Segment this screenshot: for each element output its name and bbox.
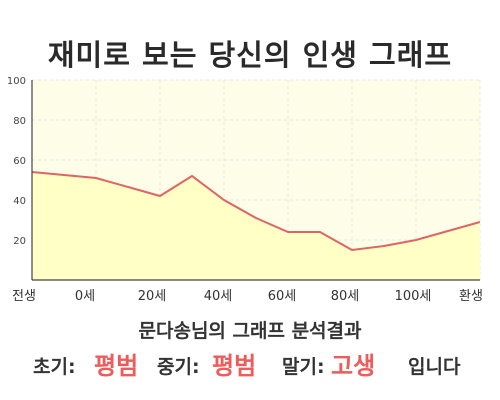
x-tick-label: 40세 bbox=[204, 289, 233, 304]
y-tick-label: 100 bbox=[7, 76, 26, 87]
x-tick-label: 20세 bbox=[138, 289, 167, 304]
series-line bbox=[31, 171, 481, 252]
y-tick-label: 60 bbox=[13, 156, 26, 167]
early-label: 초기: bbox=[33, 356, 76, 378]
late-value: 고생 bbox=[331, 352, 376, 380]
x-tick-label: 80세 bbox=[331, 289, 360, 304]
x-tick-label: 0세 bbox=[75, 289, 95, 304]
y-tick-label: 40 bbox=[13, 196, 26, 207]
middle-label: 중기: bbox=[157, 356, 200, 378]
late-label: 말기: bbox=[282, 356, 325, 378]
middle-value: 평범 bbox=[212, 352, 257, 380]
summary-suffix: 입니다 bbox=[408, 356, 461, 378]
summary-result: 초기: 평범 중기: 평범 말기: 고생 입니다 bbox=[0, 344, 500, 384]
x-tick-label: 100세 bbox=[395, 289, 432, 304]
summary-heading: 문다송님의 그래프 분석결과 bbox=[138, 320, 362, 342]
early-value: 평범 bbox=[94, 352, 139, 380]
page-title: 재미로 보는 당신의 인생 그래프 bbox=[47, 38, 453, 72]
y-tick-label: 80 bbox=[13, 116, 26, 127]
x-tick-label: 전생 bbox=[12, 289, 36, 304]
series-area bbox=[32, 172, 480, 280]
x-tick-label: 환생 bbox=[459, 289, 483, 304]
x-tick-label: 60세 bbox=[268, 289, 297, 304]
y-tick-label: 20 bbox=[13, 236, 26, 247]
